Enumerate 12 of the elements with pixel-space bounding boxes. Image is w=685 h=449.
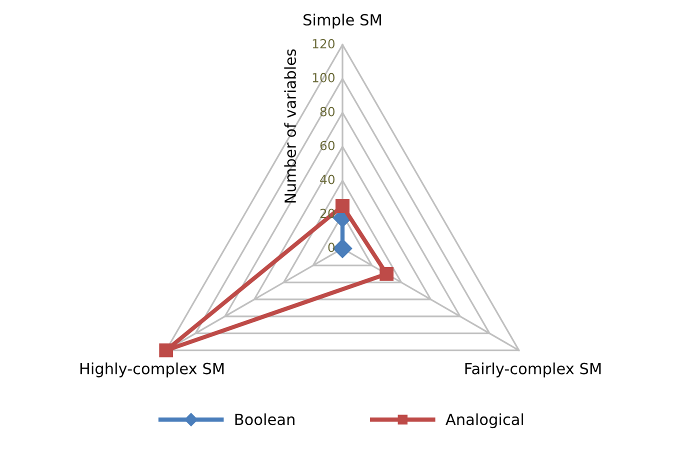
spoke-label: Highly-complex SM: [80, 362, 224, 378]
legend-label: Boolean: [235, 413, 294, 426]
text: Number of variables: [284, 49, 296, 202]
spoke-label: Fairly-complex SM: [465, 362, 601, 378]
y-tick-label: 100: [312, 72, 335, 82]
y-tick-label: 40: [320, 174, 335, 184]
legend-label: Analogical: [446, 413, 524, 428]
spoke-label: Simple SM: [304, 14, 381, 29]
y-tick-label: 120: [312, 38, 335, 48]
y-tick-label: 0: [328, 242, 335, 252]
y-tick-label: 80: [320, 106, 335, 116]
y-tick-label: 60: [320, 140, 335, 150]
